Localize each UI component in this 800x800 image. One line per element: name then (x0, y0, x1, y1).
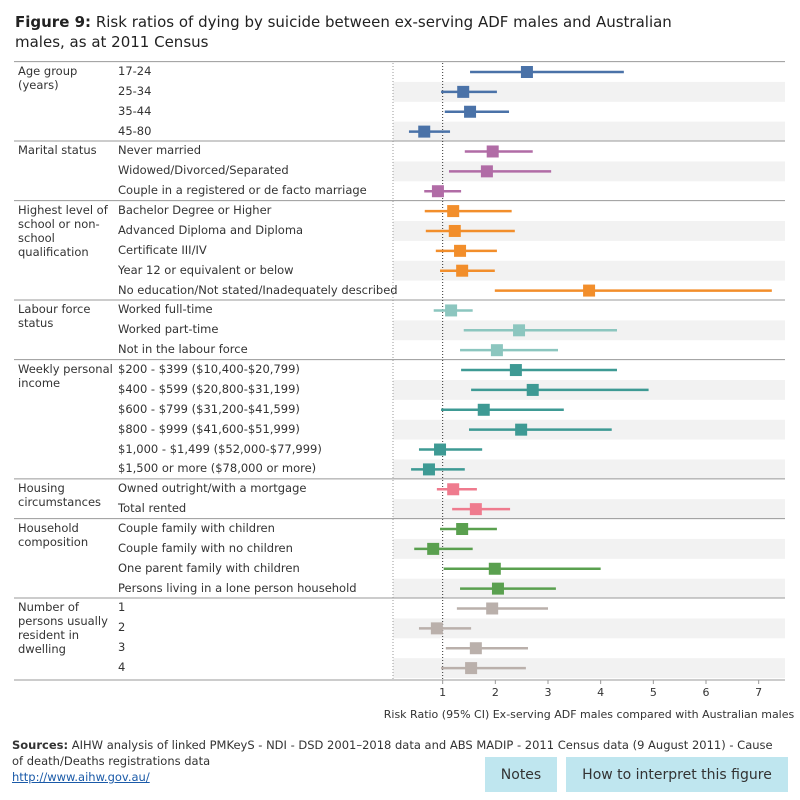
x-tick-label: 3 (545, 686, 552, 699)
row-label: $1,000 - $1,499 ($52,000-$77,999) (118, 441, 322, 456)
row-label: 45-80 (118, 123, 152, 138)
estimate-marker (509, 364, 522, 377)
row-label: 17-24 (118, 64, 152, 78)
figure-label: Figure 9: (15, 13, 92, 31)
estimate-marker (430, 622, 443, 635)
row-shade (393, 221, 785, 241)
estimate-marker (469, 503, 482, 516)
sources-label: Sources: (12, 738, 69, 752)
estimate-marker (456, 523, 469, 536)
estimate-marker (465, 662, 478, 675)
group-label: Marital status (18, 143, 97, 158)
estimate-marker (477, 403, 490, 416)
estimate-marker (431, 185, 444, 198)
row-shade (393, 658, 785, 679)
group-label: Labour force status (18, 302, 91, 331)
row-label: One parent family with children (118, 560, 300, 575)
row-label: 2 (118, 620, 126, 635)
group-label: Highest level of school or non-school qu… (18, 203, 108, 260)
estimate-marker (480, 165, 493, 178)
estimate-marker (464, 105, 477, 118)
x-axis-label: Risk Ratio (95% CI) Ex-serving ADF males… (384, 708, 795, 721)
row-shade (393, 618, 785, 639)
estimate-marker (448, 224, 461, 237)
x-tick-label: 7 (755, 686, 762, 699)
estimate-marker (486, 145, 499, 158)
row-label: Couple in a registered or de facto marri… (118, 183, 367, 198)
row-label: $1,500 or more ($78,000 or more) (118, 461, 317, 476)
estimate-marker (434, 443, 447, 456)
row-label: Widowed/Divorced/Separated (118, 163, 289, 178)
group-label: Housing circumstances (18, 481, 102, 510)
row-label: Couple family with children (118, 521, 275, 535)
row-label: 3 (118, 640, 126, 655)
row-label: Bachelor Degree or Higher (118, 203, 272, 218)
estimate-marker (456, 264, 469, 277)
sources-text: AIHW analysis of linked PMKeyS - NDI - D… (12, 738, 773, 768)
notes-button[interactable]: Notes (485, 757, 557, 792)
row-label: Advanced Diploma and Diploma (118, 222, 304, 237)
row-label: 25-34 (118, 83, 152, 98)
title-block: Figure 9: Risk ratios of dying by suicid… (15, 12, 695, 52)
row-shade (393, 499, 785, 520)
row-shade (393, 578, 785, 599)
estimate-marker (445, 304, 458, 317)
x-tick-label: 6 (703, 686, 710, 699)
row-label: 4 (118, 660, 126, 675)
estimate-marker (469, 642, 482, 655)
estimate-marker (422, 463, 435, 476)
row-label: Never married (118, 143, 202, 158)
estimate-marker (491, 582, 504, 595)
row-shade (393, 121, 785, 142)
row-shade (393, 459, 785, 480)
row-shade (393, 81, 785, 102)
chart-title: Risk ratios of dying by suicide between … (15, 13, 672, 51)
row-label: 35-44 (118, 103, 152, 118)
row-label: $400 - $599 ($20,800-$31,199) (118, 381, 300, 396)
group-label: Household composition (18, 521, 89, 549)
row-label: Couple family with no children (118, 540, 293, 555)
x-tick-label: 5 (650, 686, 657, 699)
row-label: Persons living in a lone person househol… (118, 580, 357, 595)
row-label: Worked full-time (118, 302, 213, 317)
estimate-marker (457, 85, 470, 98)
row-label: Total rented (118, 501, 187, 516)
estimate-marker (515, 423, 528, 436)
estimate-marker (513, 324, 526, 337)
row-label: Not in the labour force (118, 342, 248, 357)
estimate-marker (447, 483, 460, 496)
x-tick-label: 2 (492, 686, 499, 699)
group-label: Weekly personal income (18, 362, 113, 391)
estimate-marker (418, 125, 431, 138)
group-label: Age group (years) (18, 64, 78, 92)
estimate-marker (520, 66, 533, 78)
sources: Sources: AIHW analysis of linked PMKeyS … (12, 737, 782, 785)
estimate-marker (486, 602, 499, 615)
estimate-marker (488, 562, 501, 575)
estimate-marker (526, 383, 539, 396)
row-label: Certificate III/IV (118, 242, 207, 257)
row-shade (393, 538, 785, 559)
estimate-marker (454, 244, 467, 257)
estimate-marker (583, 284, 596, 297)
row-label: $600 - $799 ($31,200-$41,599) (118, 401, 300, 416)
link[interactable]: http://www.aihw.gov.au/ (12, 770, 150, 784)
row-label: No education/Not stated/Inadequately des… (118, 282, 398, 297)
row-shade (393, 260, 785, 281)
row-label: Owned outright/with a mortgage (118, 481, 307, 496)
estimate-marker (427, 542, 440, 555)
estimate-marker (447, 205, 460, 218)
row-label: 1 (118, 600, 126, 615)
row-label: Worked part-time (118, 322, 219, 337)
row-label: $200 - $399 ($10,400-$20,799) (118, 362, 300, 377)
x-tick-label: 1 (439, 686, 446, 699)
row-label: Year 12 or equivalent or below (118, 262, 294, 277)
row-label: $800 - $999 ($41,600-$51,999) (118, 421, 300, 436)
estimate-marker (490, 344, 503, 357)
group-label: Number of persons usually resident in dw… (18, 600, 108, 657)
interpret-button[interactable]: How to interpret this figure (566, 757, 788, 792)
x-tick-label: 4 (597, 686, 604, 699)
